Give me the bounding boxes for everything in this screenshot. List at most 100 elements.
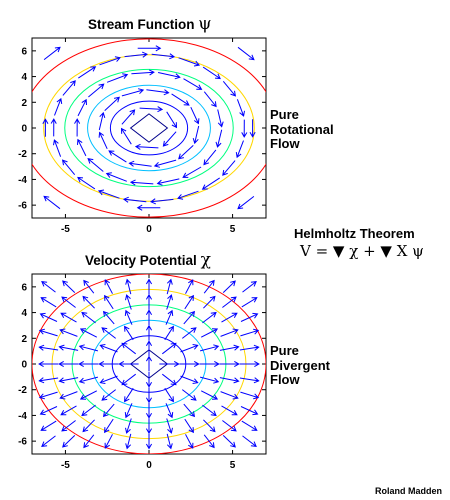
velocity-arrow <box>145 433 153 450</box>
velocity-arrow <box>242 280 257 293</box>
velocity-arrow <box>203 419 216 433</box>
velocity-arrow <box>78 360 99 368</box>
velocity-arrow <box>153 159 177 168</box>
velocity-arrow <box>199 360 220 368</box>
y-tick-label: 0 <box>21 124 27 135</box>
velocity-arrow <box>79 328 98 338</box>
velocity-arrow <box>128 160 152 167</box>
x-tick-label: 0 <box>146 460 152 471</box>
velocity-arrow <box>166 111 178 129</box>
velocity-arrow <box>77 138 87 157</box>
velocity-arrow <box>38 328 58 337</box>
velocity-arrow <box>239 344 260 351</box>
velocity-arrow <box>239 377 260 384</box>
velocity-arrow <box>240 312 259 322</box>
velocity-arrow <box>81 404 96 417</box>
velocity-arrow <box>125 294 132 310</box>
velocity-arrow <box>61 159 76 176</box>
top-plot-title: Stream Function ψ <box>88 14 212 34</box>
velocity-arrow <box>159 360 180 368</box>
velocity-arrow <box>192 125 200 145</box>
velocity-arrow <box>200 390 219 400</box>
x-tick-label: -5 <box>61 224 70 235</box>
velocity-arrow <box>201 177 220 190</box>
velocity-arrow <box>82 295 95 309</box>
y-tick-label: -4 <box>18 175 27 186</box>
velocity-arrow <box>104 96 120 111</box>
x-tick-label: 5 <box>230 224 236 235</box>
velocity-arrow <box>183 78 203 90</box>
rotational-flow-label: Pure Rotational Flow <box>270 107 334 152</box>
bottom-plot-title-text: Velocity Potential <box>85 253 197 268</box>
velocity-arrow <box>156 178 180 186</box>
velocity-arrow <box>217 109 224 128</box>
contour-line <box>32 38 266 218</box>
velocity-arrow <box>124 51 148 58</box>
velocity-arrow <box>97 189 120 199</box>
velocity-arrow <box>78 344 99 352</box>
velocity-arrow <box>165 403 174 419</box>
velocity-arrow <box>61 296 76 308</box>
rotational-label-line-2: Rotational <box>270 121 334 137</box>
x-tick-label: 0 <box>146 224 152 235</box>
y-tick-label: -2 <box>18 385 27 396</box>
velocity-arrow <box>183 310 196 325</box>
velocity-arrow <box>61 420 76 432</box>
velocity-arrow <box>43 46 61 60</box>
velocity-arrow <box>151 53 176 60</box>
velocity-arrow <box>184 418 194 434</box>
velocity-arrow <box>185 279 194 294</box>
velocity-arrow <box>106 73 129 83</box>
divergent-flow-label: Pure Divergent Flow <box>270 343 330 388</box>
velocity-arrow <box>120 127 132 145</box>
velocity-arrow <box>239 360 260 368</box>
velocity-arrow <box>134 143 159 150</box>
velocity-arrow <box>99 375 118 384</box>
velocity-arrow <box>129 179 154 186</box>
velocity-arrow <box>124 387 134 403</box>
top-plot-title-text: Stream Function <box>88 17 195 32</box>
velocity-arrow <box>131 69 155 76</box>
rotational-label-line-3: Flow <box>270 136 300 151</box>
velocity-arrow <box>43 195 61 210</box>
velocity-arrow <box>145 387 153 404</box>
velocity-arrow <box>77 176 96 190</box>
velocity-arrow <box>222 435 236 448</box>
divergent-label-line-3: Flow <box>270 372 300 387</box>
velocity-arrow <box>83 434 95 449</box>
velocity-arrow <box>202 404 217 417</box>
velocity-arrow <box>181 327 197 339</box>
velocity-arrow <box>203 295 216 309</box>
author-credit: Roland Madden <box>375 486 442 496</box>
velocity-arrow <box>222 80 237 97</box>
velocity-arrow <box>98 111 106 131</box>
velocity-arrow <box>171 93 190 106</box>
y-tick-label: -2 <box>18 149 27 160</box>
contour-line <box>129 113 169 143</box>
velocity-arrow <box>121 88 145 97</box>
velocity-arrow <box>203 91 217 108</box>
velocity-arrow <box>77 98 87 117</box>
velocity-arrow <box>242 435 257 448</box>
velocity-arrow <box>62 435 76 448</box>
velocity-arrow <box>145 402 153 419</box>
velocity-arrow <box>124 309 133 325</box>
velocity-arrow <box>220 328 239 337</box>
velocity-arrow <box>166 278 173 295</box>
velocity-arrow <box>184 294 194 310</box>
velocity-arrow <box>118 360 139 368</box>
velocity-arrow <box>38 391 58 400</box>
velocity-arrow <box>222 280 236 293</box>
velocity-arrow <box>237 196 255 210</box>
velocity-arrow <box>221 405 238 416</box>
velocity-arrow <box>78 376 99 384</box>
velocity-arrow <box>104 434 113 449</box>
velocity-arrow <box>222 160 236 176</box>
velocity-arrow <box>180 344 199 353</box>
velocity-arrow <box>202 66 221 80</box>
velocity-arrow <box>58 377 79 384</box>
velocity-arrow <box>183 403 196 418</box>
velocity-arrow <box>235 140 244 159</box>
velocity-arrow <box>145 355 153 372</box>
